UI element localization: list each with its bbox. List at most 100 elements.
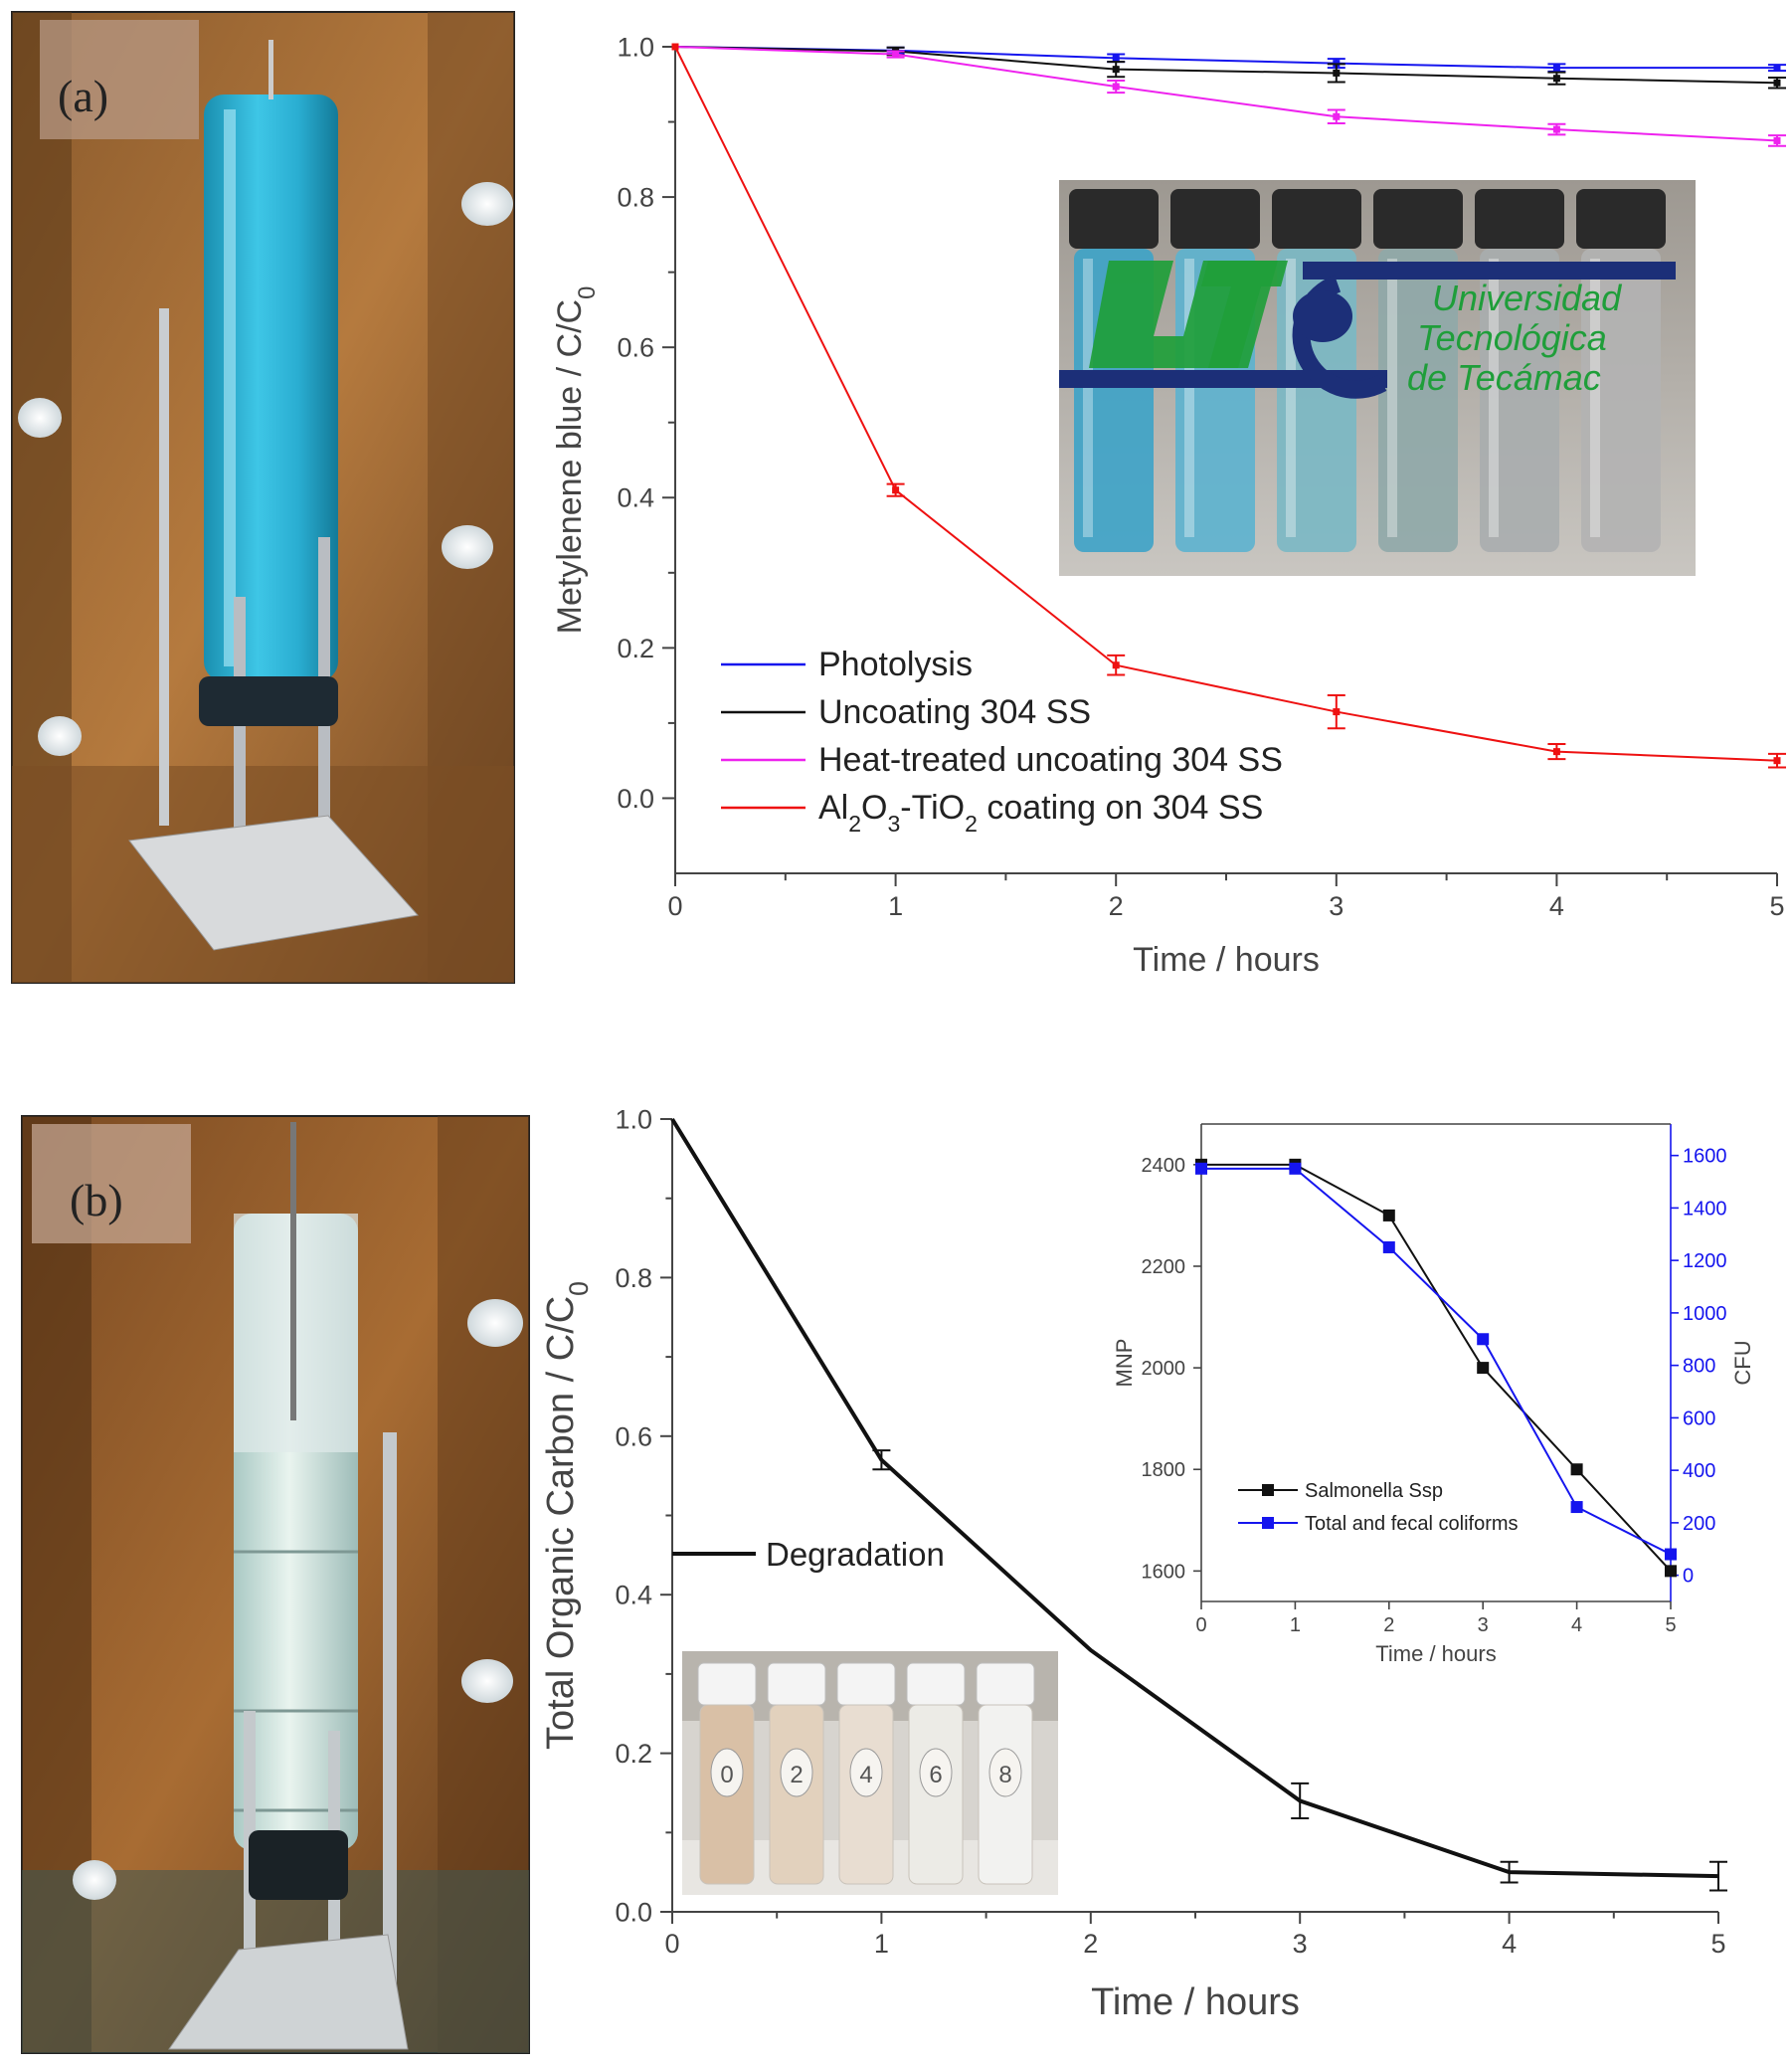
y-axis-label: MNP (1112, 1339, 1137, 1388)
vial-cap (697, 1662, 757, 1706)
panel-a-label: (a) (58, 71, 108, 121)
vial-label-tag (710, 1748, 744, 1797)
uv-lamp-icon (18, 398, 62, 438)
x-tick-label: 0 (1195, 1614, 1206, 1636)
vial-number: 4 (859, 1762, 872, 1788)
data-point (671, 43, 679, 51)
series-line-uncoating-304-ss (674, 46, 1778, 85)
vial-cap (1272, 189, 1361, 249)
photoreactor-tube (204, 94, 338, 681)
y-axis-label: Total Organic Carbon / C/C0 (540, 1281, 594, 1750)
x-axis-label: Time / hours (1091, 1981, 1300, 2023)
uv-lamp-icon (461, 1659, 513, 1703)
data-point (1477, 1362, 1490, 1375)
x-tick-label: 0 (667, 891, 682, 921)
legend-label-uncoating-304-ss: Uncoating 304 SS (818, 693, 1091, 731)
x-tick-label: 2 (1083, 1929, 1098, 1959)
x-tick-label: 5 (1710, 1929, 1725, 1959)
data-point (1773, 757, 1781, 765)
y-tick-label: 0.4 (615, 1581, 652, 1610)
data-point (1112, 83, 1120, 91)
data-point (1333, 708, 1341, 716)
vial-number: 6 (929, 1762, 942, 1788)
panel-a-photo: (a) (11, 11, 515, 984)
chart-a-axes: 0 1 2 3 4 5 0.0 0.2 0.4 0.6 0.8 1.0 Time / hours Mety… (551, 32, 1785, 979)
vial-label-tag (988, 1748, 1022, 1797)
chart-b-axes: 0 1 2 3 4 5 0.0 0.2 0.4 0.6 0.8 1.0 Time / hours Tota… (540, 1104, 1726, 2023)
vial-highlight (1590, 259, 1600, 537)
y2-tick-label: 800 (1683, 1356, 1715, 1378)
y-axis-label: Metylenene blue / C/C0 (551, 286, 601, 635)
vial-cap (976, 1662, 1035, 1706)
series-line-heat-treated-uncoating-304-ss (674, 46, 1778, 142)
legend-label-degradation: Degradation (766, 1536, 945, 1573)
chart-a-legend: Photolysis Uncoating 304 SS Heat-treated u… (721, 646, 1283, 837)
data-point (1773, 79, 1781, 87)
chart-b-legend: Degradation (672, 1536, 945, 1573)
y2-tick-label: 1400 (1683, 1198, 1727, 1220)
vial-body (1378, 249, 1458, 552)
chart-a-inset-photo: Universidad Tecnológica de Tecámac (1059, 180, 1696, 576)
y-tick-label: 1.0 (617, 32, 654, 62)
x-tick-label: 1 (888, 891, 903, 921)
vial-cap (1170, 189, 1260, 249)
series-line-degradation (670, 1117, 1719, 1879)
x-tick-label: 1 (1290, 1614, 1301, 1636)
x-tick-label: 0 (664, 1929, 679, 1959)
y-tick-label: 0.2 (617, 634, 654, 663)
uv-lamp-icon (467, 1299, 523, 1347)
vial-cap (1475, 189, 1564, 249)
uv-lamp-icon (442, 525, 493, 569)
chart-a-series (671, 43, 1786, 769)
legend-marker (1262, 1484, 1274, 1496)
y-tick-label: 0.8 (617, 183, 654, 213)
y2-tick-label: 1200 (1683, 1250, 1727, 1272)
vial-cap (1373, 189, 1463, 249)
panel-b-photo: (b) (21, 1115, 530, 2054)
logo-line-1: Universidad (1432, 278, 1622, 318)
vial-cap (767, 1662, 826, 1706)
data-point (1333, 69, 1341, 77)
chart-b: 0 1 2 3 4 5 0.0 0.2 0.4 0.6 0.8 1.0 Time / hours Tota… (540, 1104, 1727, 2023)
vial-number: 0 (720, 1762, 733, 1788)
chart-b-series (670, 1117, 1727, 1892)
legend-label-al2o3-tio2-coating-on-304-ss: Al2O3-TiO2 coating on 304 SS (818, 789, 1263, 837)
x-tick-label: 4 (1502, 1929, 1517, 1959)
data-point (1382, 1209, 1395, 1221)
y-tick-label: 1600 (1142, 1561, 1186, 1583)
vial-label-tag (780, 1748, 813, 1797)
vial-highlight (1489, 259, 1499, 537)
y-tick-label: 0.4 (617, 483, 654, 513)
y-tick-label: 1.0 (615, 1104, 652, 1134)
x-tick-label: 2 (1383, 1614, 1394, 1636)
legend-label-total-and-fecal-coliforms: Total and fecal coliforms (1305, 1513, 1519, 1535)
data-point (1112, 66, 1120, 74)
y-tick-label: 2200 (1142, 1256, 1186, 1278)
data-point (1333, 112, 1341, 120)
vial-number: 2 (790, 1762, 803, 1788)
vial-cap (1576, 189, 1666, 249)
data-point (1112, 661, 1120, 669)
vial-highlight (1387, 259, 1397, 537)
data-point (1382, 1240, 1395, 1253)
vial-highlight (1083, 259, 1093, 537)
chart-c-series (1195, 1158, 1677, 1578)
series-line-total-and-fecal-coliforms (1201, 1167, 1672, 1556)
y-tick-label: 0.8 (615, 1263, 652, 1293)
y2-tick-label: 1600 (1683, 1146, 1727, 1168)
logo-line-2: Tecnológica (1417, 317, 1607, 358)
vial-number: 8 (998, 1762, 1011, 1788)
y2-tick-label: 200 (1683, 1513, 1715, 1535)
utt-logo: Universidad Tecnológica de Tecámac (1059, 261, 1676, 399)
vial-label-tag (919, 1748, 953, 1797)
series-line-salmonella-ssp (1201, 1163, 1672, 1573)
legend-marker (1262, 1517, 1274, 1529)
data-point (1195, 1162, 1207, 1175)
vial-cap (836, 1662, 896, 1706)
x-axis-label: Time / hours (1375, 1641, 1496, 1666)
chart-c-legend: Salmonella Ssp Total and fecal coliforms (1238, 1480, 1519, 1535)
y-tick-label: 0.6 (615, 1421, 652, 1451)
x-axis-label: Time / hours (1133, 941, 1320, 979)
data-point (1552, 125, 1560, 133)
